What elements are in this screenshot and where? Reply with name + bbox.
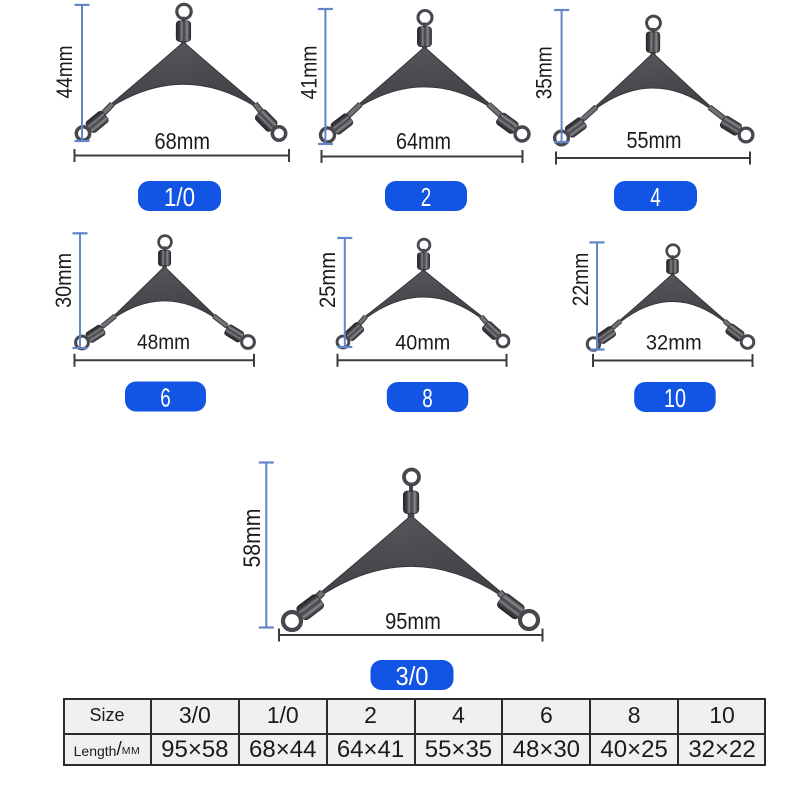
- svg-text:1/0: 1/0: [164, 182, 195, 212]
- svg-text:41mm: 41mm: [297, 46, 322, 100]
- svg-text:22mm: 22mm: [568, 253, 593, 307]
- svg-text:3/0: 3/0: [396, 661, 429, 691]
- svg-text:35mm: 35mm: [531, 46, 556, 99]
- svg-text:48mm: 48mm: [137, 330, 190, 354]
- svg-text:55mm: 55mm: [627, 127, 682, 153]
- svg-text:25mm: 25mm: [315, 252, 340, 308]
- svg-text:95mm: 95mm: [385, 608, 441, 634]
- svg-text:64mm: 64mm: [396, 128, 451, 154]
- svg-text:58mm: 58mm: [239, 509, 266, 568]
- svg-text:30mm: 30mm: [51, 253, 76, 308]
- svg-text:32mm: 32mm: [646, 331, 702, 355]
- svg-text:2: 2: [421, 182, 432, 212]
- svg-text:4: 4: [650, 182, 661, 212]
- svg-text:68mm: 68mm: [155, 128, 211, 154]
- svg-text:44mm: 44mm: [52, 46, 77, 99]
- svg-text:40mm: 40mm: [395, 331, 450, 355]
- svg-text:8: 8: [422, 383, 433, 413]
- svg-text:6: 6: [160, 383, 171, 413]
- svg-text:10: 10: [664, 383, 686, 413]
